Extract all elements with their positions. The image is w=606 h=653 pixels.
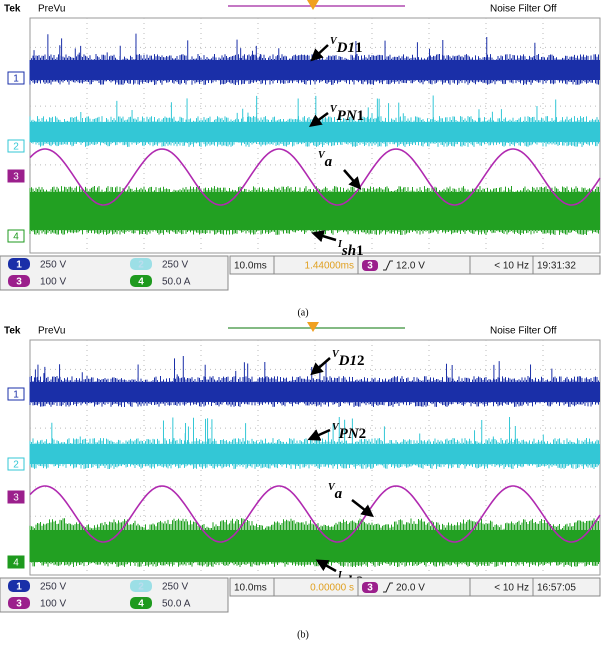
annotation-subscript: D1 <box>338 353 357 369</box>
scale-channel: 4 <box>138 599 144 610</box>
annotation-index: 1 <box>357 108 365 124</box>
scale-value: 250 V <box>162 260 188 271</box>
scale-channel: 1 <box>16 582 22 593</box>
scale-channel: 3 <box>16 599 22 610</box>
annotation-subscript: D1 <box>336 40 355 56</box>
scale-value: 100 V <box>40 277 66 288</box>
channel-label: 4 <box>13 232 19 243</box>
channel-label: 4 <box>13 558 19 569</box>
status-scales <box>0 578 228 612</box>
figure: TekPreVuNoise Filter Off1234VD11VPN1VaIs… <box>0 0 606 653</box>
scale-value: 100 V <box>40 599 66 610</box>
timebase: 10.0ms <box>234 261 267 272</box>
noise-filter: Noise Filter Off <box>490 4 557 15</box>
position: 0.00000 s <box>310 583 354 594</box>
status-scales <box>0 256 228 290</box>
channel-label: 3 <box>13 493 19 504</box>
scale-channel: 2 <box>138 260 144 271</box>
noise-filter: Noise Filter Off <box>490 326 557 337</box>
scale-value: 250 V <box>162 582 188 593</box>
annotation-index: 2 <box>357 353 365 369</box>
scale-channel: 1 <box>16 260 22 271</box>
mode: PreVu <box>38 326 65 337</box>
annotation-subscript: a <box>335 486 343 502</box>
mode: PreVu <box>38 4 65 15</box>
clock: 19:31:32 <box>537 261 576 272</box>
frequency: < 10 Hz <box>494 261 529 272</box>
annotation-subscript: a <box>325 154 333 170</box>
scale-channel: 4 <box>138 277 144 288</box>
trigger-channel: 3 <box>367 261 373 272</box>
channel-label: 1 <box>13 74 19 85</box>
scale-value: 50.0 A <box>162 277 191 288</box>
caption: (b) <box>297 629 309 640</box>
annotation-index: 2 <box>359 426 367 442</box>
channel-label: 3 <box>13 172 19 183</box>
trigger-marker <box>307 0 319 10</box>
frequency: < 10 Hz <box>494 583 529 594</box>
scale-value: 250 V <box>40 582 66 593</box>
trigger-marker <box>307 322 319 332</box>
timebase: 10.0ms <box>234 583 267 594</box>
scale-channel: 2 <box>138 582 144 593</box>
scale-value: 50.0 A <box>162 599 191 610</box>
caption: (a) <box>297 307 308 318</box>
trigger-level: 20.0 V <box>396 583 425 594</box>
trigger-level: 12.0 V <box>396 261 425 272</box>
position: 1.44000ms <box>305 261 354 272</box>
scale-value: 250 V <box>40 260 66 271</box>
annotation-index: 1 <box>355 40 363 56</box>
annotation-subscript: PN <box>339 426 360 442</box>
trigger-channel: 3 <box>367 583 373 594</box>
clock: 16:57:05 <box>537 583 576 594</box>
channel-label: 2 <box>13 142 19 153</box>
annotation-subscript: PN <box>337 108 358 124</box>
brand: Tek <box>4 4 21 15</box>
brand: Tek <box>4 326 21 337</box>
channel-label: 1 <box>13 390 19 401</box>
page: TekPreVuNoise Filter Off1234VD11VPN1VaIs… <box>0 0 606 653</box>
channel-label: 2 <box>13 460 19 471</box>
scale-channel: 3 <box>16 277 22 288</box>
